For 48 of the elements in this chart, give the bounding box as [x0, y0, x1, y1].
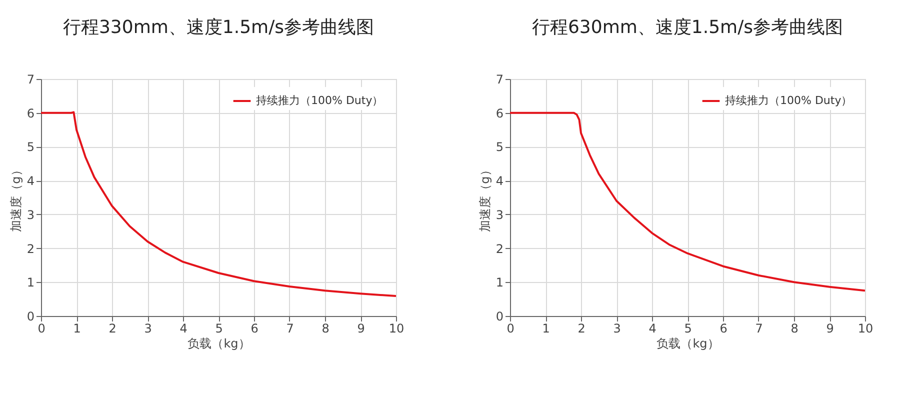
x-tick-label: 5 — [684, 322, 692, 336]
x-tick-label: 7 — [286, 322, 294, 336]
x-tick-label: 6 — [250, 322, 258, 336]
y-tick-label: 5 — [496, 140, 504, 154]
y-tick-label: 4 — [496, 174, 504, 188]
y-axis-title: 加速度（g） — [8, 164, 23, 232]
x-tick-label: 4 — [648, 322, 656, 336]
y-tick-label: 2 — [496, 242, 504, 256]
y-tick-label: 4 — [26, 174, 34, 188]
x-tick-label: 8 — [790, 322, 798, 336]
x-tick-label: 7 — [755, 322, 763, 336]
y-tick-label: 5 — [26, 140, 34, 154]
x-tick-label: 9 — [826, 322, 834, 336]
x-tick-label: 2 — [578, 322, 586, 336]
y-tick-label: 6 — [26, 106, 34, 120]
y-tick-label: 2 — [26, 242, 34, 256]
x-tick-label: 5 — [215, 322, 223, 336]
chart-title: 行程630mm、速度1.5m/s参考曲线图 — [532, 17, 844, 38]
x-axis-title: 负载（kg） — [656, 336, 720, 350]
x-tick-label: 8 — [322, 322, 330, 336]
x-tick-label: 6 — [720, 322, 728, 336]
y-tick-label: 1 — [496, 276, 504, 290]
x-tick-label: 1 — [542, 322, 550, 336]
y-axis-title: 加速度（g） — [478, 164, 492, 232]
y-tick-label: 1 — [26, 276, 34, 290]
x-tick-label: 4 — [180, 322, 188, 336]
y-tick-label: 3 — [26, 208, 34, 222]
y-tick-label: 7 — [26, 72, 34, 86]
x-axis-title: 负载（kg） — [188, 336, 250, 350]
y-tick-label: 0 — [496, 310, 504, 324]
x-tick-label: 0 — [506, 322, 514, 336]
x-tick-label: 3 — [144, 322, 152, 336]
y-tick-label: 7 — [496, 72, 504, 86]
legend-label: 持续推力（100% Duty） — [256, 94, 384, 107]
y-tick-label: 0 — [26, 310, 34, 324]
y-tick-label: 3 — [496, 208, 504, 222]
chart-title: 行程330mm、速度1.5m/s参考曲线图 — [62, 17, 374, 38]
line-series — [41, 111, 396, 298]
x-tick-label: 10 — [858, 322, 874, 336]
line-series — [510, 112, 865, 292]
legend-label: 持续推力（100% Duty） — [725, 94, 852, 107]
x-tick-label: 10 — [388, 322, 404, 336]
x-tick-label: 0 — [38, 322, 46, 336]
x-tick-label: 2 — [108, 322, 116, 336]
x-tick-label: 3 — [613, 322, 621, 336]
y-tick-label: 6 — [496, 106, 504, 120]
x-tick-label: 9 — [357, 322, 365, 336]
x-tick-label: 1 — [73, 322, 81, 336]
